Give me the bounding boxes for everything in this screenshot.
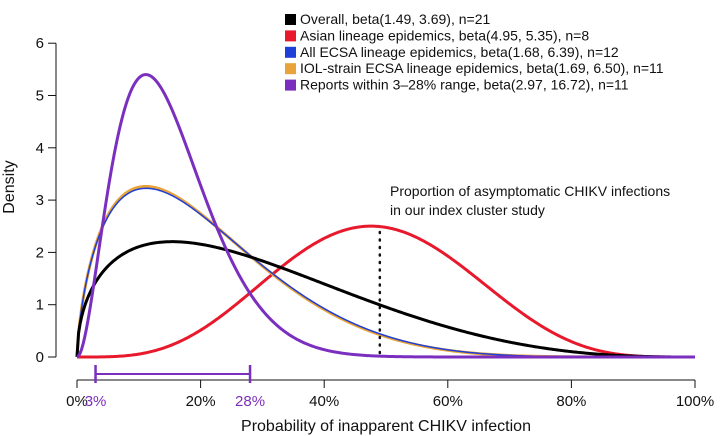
- series-line-4: [76, 73, 695, 359]
- axes: 0% 20% 40% 60% 80% 100% 0 1 2 3 4 5 6 Probability of …: [1, 35, 714, 435]
- legend-swatch-0: [285, 14, 296, 25]
- x-tick-label-4: 80%: [556, 393, 586, 410]
- legend-swatch-2: [285, 46, 296, 58]
- x-tick-label-3: 60%: [433, 393, 463, 410]
- series-line-2: [76, 187, 695, 358]
- x-tick-label-5: 100%: [676, 393, 714, 410]
- series-line-0: [75, 240, 695, 359]
- density-curves: [75, 73, 695, 359]
- x-axis-title: Probability of inapparent CHIKV infectio…: [241, 418, 531, 435]
- y-tick-label-4: 4: [36, 140, 44, 157]
- y-tick-label-2: 2: [36, 244, 44, 261]
- y-tick-label-0: 0: [36, 349, 44, 366]
- annotation-text-1: in our index cluster study: [390, 202, 545, 218]
- legend-swatch-4: [285, 79, 296, 91]
- legend-label-2: All ECSA lineage epidemics, beta(1.68, 6…: [300, 44, 619, 60]
- x-tick-label-0: 0%: [66, 393, 88, 410]
- legend-label-4: Reports within 3–28% range, beta(2.97, 1…: [300, 77, 629, 93]
- series-line-1: [77, 224, 695, 359]
- y-tick-label-5: 5: [36, 88, 44, 105]
- annotation: Proportion of asymptomatic CHIKV infecti…: [378, 183, 670, 359]
- legend-label-3: IOL-strain ECSA lineage epidemics, beta(…: [300, 60, 664, 76]
- y-axis-title: Density: [1, 160, 18, 213]
- legend-swatch-3: [285, 63, 296, 75]
- annotation-text-0: Proportion of asymptomatic CHIKV infecti…: [390, 183, 670, 199]
- y-tick-label-1: 1: [36, 297, 44, 314]
- range-label-1: 28%: [235, 393, 265, 410]
- legend-label-1: Asian lineage epidemics, beta(4.95, 5.35…: [300, 27, 589, 43]
- y-tick-label-6: 6: [36, 35, 44, 52]
- y-tick-label-3: 3: [36, 192, 44, 209]
- range-label-0: 3%: [85, 393, 107, 410]
- x-tick-label-1: 20%: [186, 393, 216, 410]
- series-line-3: [75, 184, 695, 359]
- x-tick-label-2: 40%: [309, 393, 339, 410]
- legend-swatch-1: [285, 30, 296, 42]
- legend-label-0: Overall, beta(1.49, 3.69), n=21: [300, 11, 490, 27]
